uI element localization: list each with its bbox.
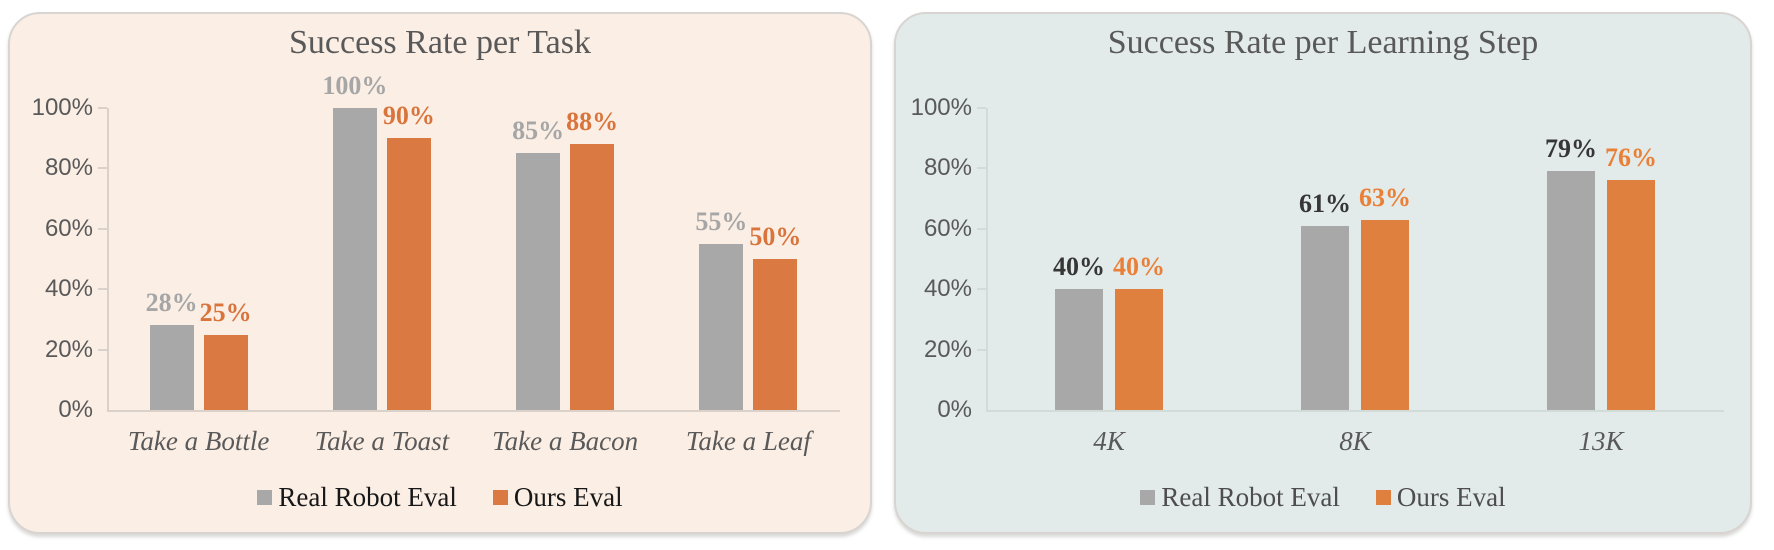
legend-swatch	[1375, 490, 1391, 505]
y-axis-tick-label: 60%	[923, 214, 972, 242]
category-label: Take a Bacon	[492, 426, 639, 456]
bar-groups: 40% 40% 4K 61% 63% 8K 79% 76% 13K	[986, 108, 1724, 456]
y-axis-tick-label: 60%	[44, 214, 93, 242]
bar: 100%	[322, 71, 387, 410]
legend-label: Ours Eval	[513, 482, 623, 512]
category-label: Take a Leaf	[685, 426, 811, 456]
legend-item: Real Robot Eval	[1140, 482, 1340, 513]
bar-value-label: 28%	[145, 288, 198, 318]
y-axis-tick-mark	[98, 227, 107, 230]
y-axis-tick-mark	[98, 348, 107, 351]
bar-value-label: 55%	[695, 206, 748, 236]
bar-value-label: 40%	[1053, 252, 1105, 282]
bar-value-label: 61%	[1299, 188, 1351, 218]
y-axis-tick-label: 40%	[923, 275, 972, 303]
y-axis-tick-mark	[98, 167, 107, 170]
y-axis-tick-mark	[977, 348, 986, 351]
bar: 85%	[512, 116, 564, 410]
bar-value-label: 85%	[512, 116, 565, 146]
bar: 55%	[695, 207, 747, 410]
bar: 40%	[1053, 252, 1105, 410]
y-axis-tick-label: 20%	[923, 335, 972, 363]
y-axis-tick-mark	[977, 227, 986, 230]
y-axis-line	[107, 108, 109, 410]
bar: 63%	[1359, 183, 1411, 410]
legend-item: Ours Eval	[492, 482, 623, 513]
legend: Real Robot Eval Ours Eval	[10, 482, 870, 513]
y-axis-tick-label: 100%	[31, 94, 93, 121]
bar: 76%	[1605, 143, 1657, 410]
bar-groups: 28% 25% Take a Bottle 100% 90% Take a Toast 85…	[107, 71, 840, 456]
bar: 90%	[383, 101, 435, 410]
plot-area: 100% 80% 60% 40% 20% 0% 40% 40% 4K 61% 63% 8K 79% 76%…	[911, 94, 1724, 456]
bar-value-label: 50%	[749, 222, 802, 251]
bar-group: 79% 76% 13K	[1478, 108, 1724, 456]
bar: 61%	[1299, 189, 1351, 410]
category-label: Take a Toast	[314, 426, 450, 456]
legend-label: Real Robot Eval	[278, 482, 457, 512]
bar-group: 55% 50% Take a Leaf	[657, 108, 840, 456]
y-axis-tick-label: 20%	[44, 335, 93, 363]
y-axis-tick-label: 100%	[910, 94, 972, 121]
chart-card-success-rate-per-task: Success Rate per Task 100% 80% 60% 40% 20% 0%…	[8, 12, 872, 534]
category-label: 13K	[1578, 426, 1624, 456]
y-axis-tick-mark	[98, 107, 107, 109]
bar-value-label: 76%	[1605, 143, 1657, 173]
y-axis-tick-mark	[98, 288, 107, 291]
y-axis-line	[986, 108, 988, 410]
bar-value-label: 100%	[322, 71, 388, 100]
bar: 79%	[1545, 134, 1597, 410]
chart-title: Success Rate per Learning Step	[1107, 24, 1539, 61]
bar-value-label: 40%	[1113, 252, 1165, 282]
y-axis-tick-label: 0%	[937, 396, 972, 423]
legend-swatch	[492, 490, 508, 505]
bar-value-label: 90%	[382, 101, 435, 131]
bar: 25%	[200, 298, 252, 410]
bar-group: 100% 90% Take a Toast	[290, 71, 473, 456]
chart-title: Success Rate per Task	[289, 24, 591, 61]
x-axis-line	[107, 410, 840, 412]
bar-value-label: 79%	[1545, 134, 1597, 164]
y-axis-tick-label: 0%	[58, 396, 93, 423]
bar: 88%	[566, 107, 618, 410]
bar: 40%	[1113, 252, 1165, 410]
chart-card-success-rate-per-learning-step: Success Rate per Learning Step 100% 80% 60…	[894, 12, 1752, 534]
y-axis-tick-label: 80%	[44, 154, 93, 182]
y-axis-tick-label: 40%	[44, 275, 93, 303]
y-axis-tick-mark	[977, 107, 986, 109]
x-axis-line	[986, 410, 1724, 412]
bar-group: 40% 40% 4K	[986, 108, 1232, 456]
legend-swatch	[257, 490, 273, 505]
bar-value-label: 88%	[566, 107, 619, 137]
category-label: 8K	[1339, 426, 1371, 456]
legend: Real Robot Eval Ours Eval	[896, 482, 1750, 513]
bar-value-label: 25%	[199, 297, 252, 327]
legend-item: Ours Eval	[1375, 482, 1506, 513]
legend-label: Real Robot Eval	[1161, 482, 1340, 512]
category-label: 4K	[1093, 426, 1125, 456]
bar-group: 85% 88% Take a Bacon	[474, 107, 657, 456]
legend-swatch	[1140, 490, 1156, 505]
y-axis-tick-mark	[977, 167, 986, 170]
bar: 28%	[146, 288, 198, 410]
y-axis-tick-label: 80%	[923, 154, 972, 182]
bar-group: 28% 25% Take a Bottle	[107, 108, 290, 456]
plot-area: 100% 80% 60% 40% 20% 0% 28% 25% Take a Bottle 100…	[32, 71, 840, 456]
bar-group: 61% 63% 8K	[1232, 108, 1478, 456]
category-label: Take a Bottle	[127, 426, 270, 456]
bar-value-label: 63%	[1359, 182, 1411, 212]
bar: 50%	[749, 222, 801, 410]
legend-label: Ours Eval	[1396, 482, 1506, 512]
legend-item: Real Robot Eval	[257, 482, 457, 513]
y-axis-tick-mark	[977, 288, 986, 291]
